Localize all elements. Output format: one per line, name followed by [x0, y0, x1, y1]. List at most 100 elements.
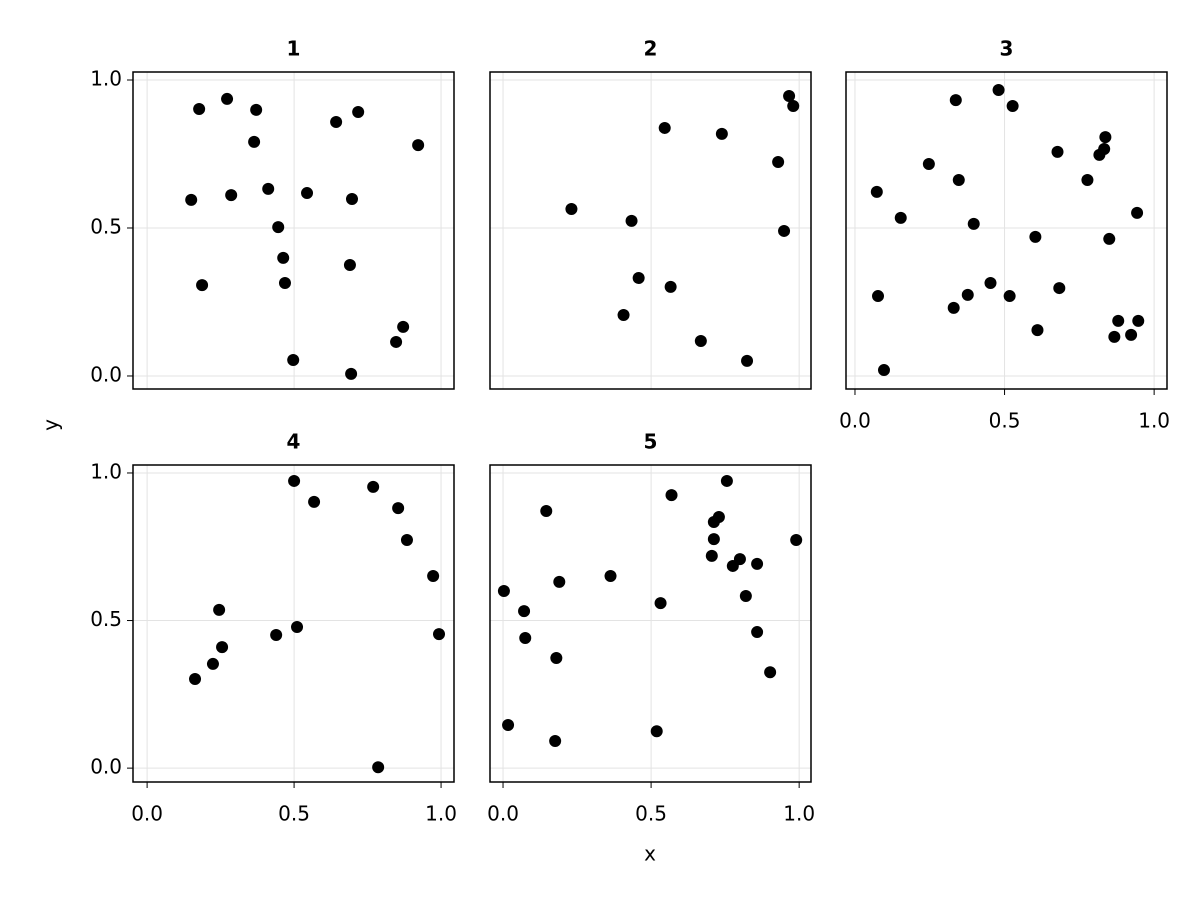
point	[225, 189, 238, 202]
point	[739, 590, 752, 603]
point	[1125, 328, 1138, 341]
point	[665, 489, 678, 502]
point	[715, 127, 728, 140]
point	[412, 139, 425, 152]
point	[1051, 145, 1064, 158]
point	[1132, 314, 1145, 327]
point	[345, 367, 358, 380]
point	[654, 597, 667, 610]
point	[330, 116, 343, 129]
point	[961, 288, 974, 301]
panel-frame	[132, 464, 455, 783]
x-tick-label: 1.0	[1138, 409, 1170, 433]
x-tick-label: 0.0	[131, 802, 163, 826]
point	[250, 103, 263, 116]
point	[352, 105, 365, 118]
point	[272, 221, 285, 234]
point	[433, 628, 446, 641]
panel-title: 2	[644, 37, 658, 61]
point	[984, 277, 997, 290]
x-axis-label: x	[644, 842, 656, 866]
point	[705, 549, 718, 562]
point	[216, 641, 229, 654]
point	[625, 214, 638, 227]
point	[397, 320, 410, 333]
point	[497, 585, 510, 598]
point	[751, 557, 764, 570]
point	[400, 533, 413, 546]
point	[751, 626, 764, 639]
point	[193, 102, 206, 115]
point	[553, 575, 566, 588]
point	[694, 335, 707, 348]
point	[947, 301, 960, 314]
y-tick-label: 0.0	[90, 755, 122, 779]
point	[550, 652, 563, 665]
point	[1031, 324, 1044, 337]
point	[1006, 100, 1019, 113]
point	[712, 510, 725, 523]
point	[502, 719, 515, 732]
point	[604, 569, 617, 582]
point	[1053, 282, 1066, 295]
point	[372, 761, 385, 774]
x-tick-label: 0.0	[839, 409, 871, 433]
x-tick-label: 1.0	[783, 802, 815, 826]
point	[287, 353, 300, 366]
x-tick-label: 1.0	[425, 802, 457, 826]
point	[185, 193, 198, 206]
point	[764, 666, 777, 679]
point	[278, 277, 291, 290]
point	[707, 533, 720, 546]
panel-title: 4	[287, 430, 301, 454]
point	[518, 605, 531, 618]
point	[291, 621, 304, 634]
point	[1131, 206, 1144, 219]
point	[565, 203, 578, 216]
point	[922, 158, 935, 171]
point	[783, 89, 796, 102]
point	[1099, 131, 1112, 144]
point	[952, 174, 965, 187]
point	[390, 335, 403, 348]
y-tick-label: 0.5	[90, 607, 122, 631]
panel-title: 3	[1000, 37, 1014, 61]
x-tick-label: 0.5	[989, 409, 1021, 433]
point	[270, 629, 283, 642]
x-tick-label: 0.0	[487, 802, 519, 826]
point	[1081, 174, 1094, 187]
point	[213, 603, 226, 616]
point	[650, 725, 663, 738]
point	[778, 224, 791, 237]
point	[877, 364, 890, 377]
point	[741, 354, 754, 367]
panel-title: 1	[287, 37, 301, 61]
point	[720, 474, 733, 487]
point	[221, 92, 234, 105]
point	[345, 192, 358, 205]
point	[540, 505, 553, 518]
point	[277, 251, 290, 264]
panel-frame	[845, 71, 1168, 390]
point	[549, 734, 562, 747]
point	[248, 135, 261, 148]
panel-frame	[489, 464, 812, 783]
y-tick-label: 0.5	[90, 214, 122, 238]
y-axis-label: y	[39, 419, 63, 431]
point	[1108, 330, 1121, 343]
point	[367, 480, 380, 493]
x-tick-label: 0.5	[278, 802, 310, 826]
point	[1003, 290, 1016, 303]
point	[301, 187, 314, 200]
point	[1098, 142, 1111, 155]
point	[189, 672, 202, 685]
x-tick-label: 0.5	[635, 802, 667, 826]
point	[206, 657, 219, 670]
point	[519, 631, 532, 644]
panel-frame	[132, 71, 455, 390]
point	[1103, 232, 1116, 245]
point	[262, 182, 275, 195]
panel-frame	[489, 71, 812, 390]
